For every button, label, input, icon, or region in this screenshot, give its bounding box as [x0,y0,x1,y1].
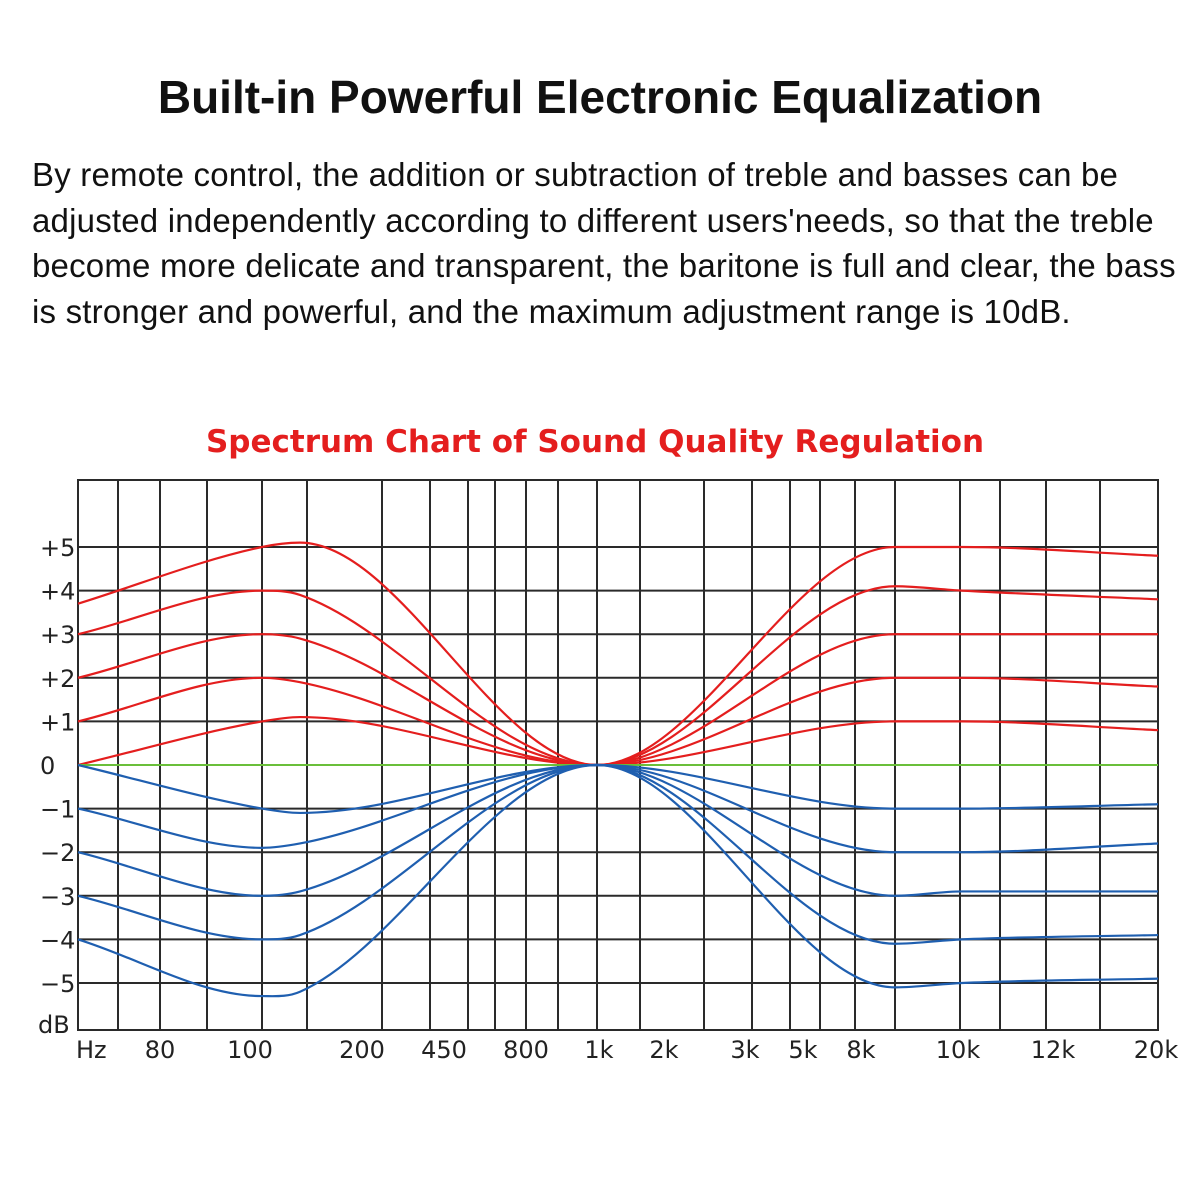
x-tick-label: 450 [421,1036,467,1064]
chart-title: Spectrum Chart of Sound Quality Regulati… [205,424,985,460]
chart-grid [77,479,1159,1031]
x-tick-label: 12k [1031,1036,1076,1064]
x-tick-label: 10k [936,1036,981,1064]
x-tick-label: 5k [788,1036,817,1064]
x-tick-label: 200 [339,1036,385,1064]
y-tick-label: −4 [40,926,75,954]
y-tick-label: −3 [40,883,75,911]
x-tick-label: 8k [846,1036,875,1064]
y-tick-label: −1 [40,796,75,824]
x-tick-label: 800 [503,1036,549,1064]
y-tick-label: +4 [40,578,75,606]
y-tick-label: +3 [40,621,75,649]
boost-curve-1 [77,585,1159,767]
boost-curve-4 [77,715,1159,767]
cut-curve-8 [77,763,1158,897]
y-tick-label: +2 [40,665,75,693]
description: By remote control, the addition or subtr… [32,156,1176,330]
cut-curve-6 [77,763,1159,815]
x-tick-label: 3k [730,1036,759,1064]
y-tick-label: +1 [40,708,75,736]
chart-curves [77,541,1159,998]
y-tick-label: 0 [40,752,55,780]
x-tick-label: 1k [584,1036,613,1064]
x-tick-label: 2k [649,1036,678,1064]
x-axis-label: Hz [76,1036,107,1064]
y-tick-label: −5 [40,970,75,998]
plot-frame [77,479,1159,1031]
y-tick-label: −2 [40,839,75,867]
boost-curve-2 [77,633,1158,767]
headline: Built-in Powerful Electronic Equalizatio… [157,71,1043,123]
y-axis-label: dB [38,1011,70,1039]
x-tick-label: 20k [1134,1036,1179,1064]
y-tick-label: +5 [40,534,75,562]
cut-curve-9 [77,763,1159,945]
cut-curve-10 [77,763,1159,998]
x-tick-label: 80 [145,1036,176,1064]
boost-curve-0 [77,541,1159,767]
x-tick-label: 100 [227,1036,273,1064]
